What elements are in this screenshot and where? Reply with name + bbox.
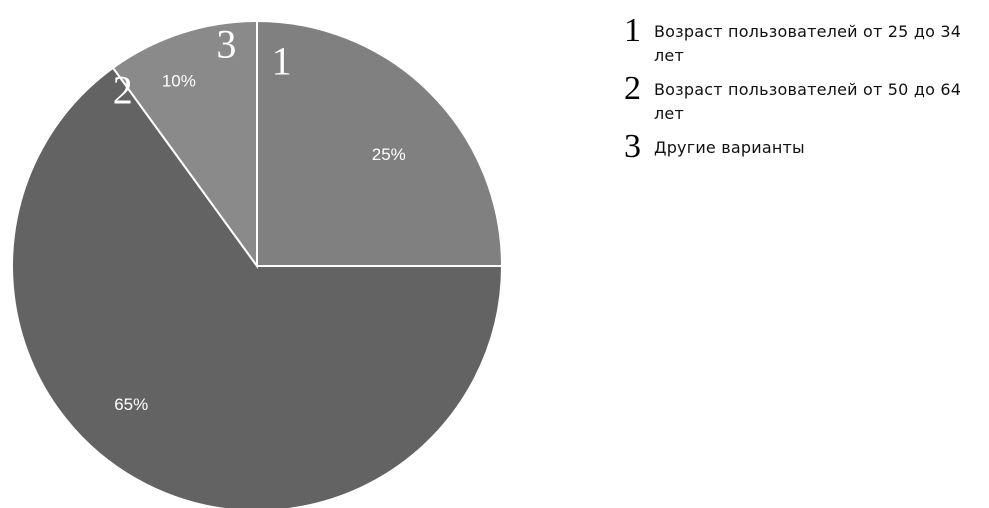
pie-number-label-1: 1 [272, 39, 292, 84]
pie-slice-2 [11, 66, 504, 508]
pie-percent-label-1: 25% [372, 145, 406, 164]
pie-percent-label-3: 10% [162, 71, 196, 90]
legend-label: Возраст пользователей от 25 до 34 лет [654, 22, 962, 65]
pie-number-label-3: 3 [216, 21, 236, 66]
legend: 1 Возраст пользователей от 25 до 34 лет … [624, 12, 984, 168]
pie-slice-1 [256, 19, 504, 267]
legend-item-3: 3 Другие варианты [624, 128, 984, 165]
legend-item-2: 2 Возраст пользователей от 50 до 64 лет [624, 70, 984, 126]
pie-chart: 25% 65% 10% 1 2 3 [11, 19, 504, 508]
pie-number-label-2: 2 [113, 67, 133, 112]
pie-slice-3 [111, 19, 258, 270]
legend-label: Другие варианты [654, 138, 805, 157]
legend-number: 2 [624, 70, 641, 107]
legend-number: 3 [624, 128, 641, 165]
legend-number: 1 [624, 12, 641, 49]
legend-item-1: 1 Возраст пользователей от 25 до 34 лет [624, 12, 984, 68]
legend-label: Возраст пользователей от 50 до 64 лет [654, 80, 962, 123]
pie-percent-label-2: 65% [114, 395, 148, 414]
